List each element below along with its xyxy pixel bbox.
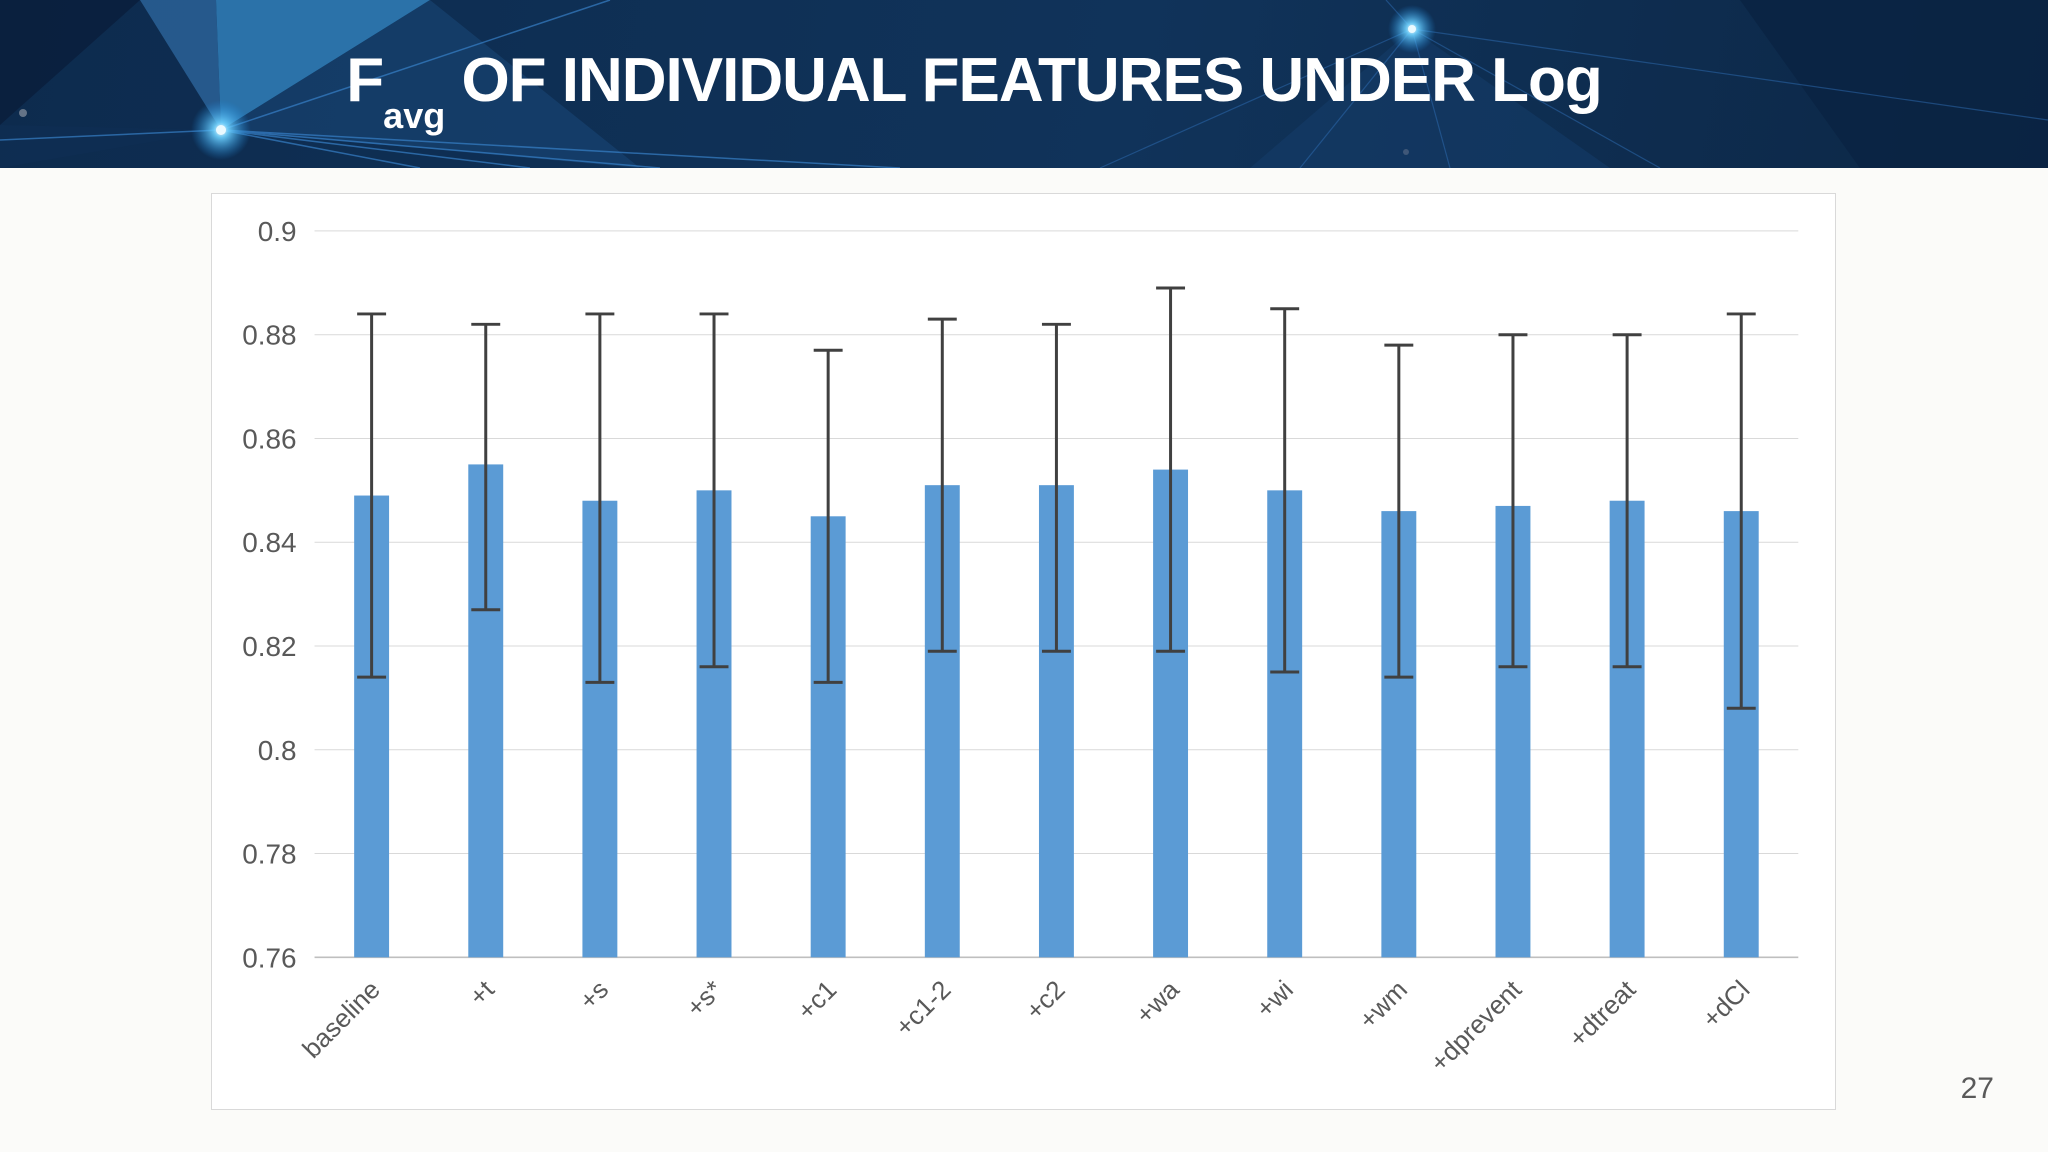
dot-decoration [19,109,27,117]
x-tick-label: +wi [1251,976,1299,1024]
y-tick-label: 0.82 [242,631,296,662]
y-tick-label: 0.78 [242,839,296,870]
slide-header: Favg OF INDIVIDUAL FEATURES UNDER Log [0,0,2048,168]
y-tick-label: 0.8 [258,735,297,766]
x-tick-label: baseline [298,976,386,1064]
x-tick-label: +wm [1354,976,1413,1035]
y-tick-label: 0.9 [258,216,297,247]
x-tick-label: +s [574,976,614,1016]
y-tick-label: 0.84 [242,527,296,558]
x-tick-label: +s* [681,976,728,1023]
y-tick-label: 0.76 [242,942,296,973]
x-tick-label: +t [464,975,500,1011]
x-tick-label: +dtreat [1564,975,1642,1053]
title-subscript: avg [383,95,446,137]
x-tick-label: +dCl [1697,976,1755,1034]
x-tick-label: +wa [1131,975,1185,1029]
x-tick-label: +c1 [792,976,842,1026]
slide-title: Favg OF INDIVIDUAL FEATURES UNDER Log [346,45,1602,136]
favg-bar-chart: 0.9 0.88 0.86 0.84 0.82 0.8 0.78 0.76 baseline +t… [211,193,1836,1110]
header-decoration-graphic [0,0,2048,168]
y-tick-label: 0.86 [242,423,296,454]
title-prefix: F [346,45,384,115]
y-tick-label: 0.88 [242,320,296,351]
dot-decoration [1403,149,1409,155]
page-number: 27 [1960,1072,1994,1105]
title-rest: OF INDIVIDUAL FEATURES UNDER Log [445,45,1602,115]
x-tick-label: +c1-2 [890,976,956,1042]
x-tick-label: +c2 [1021,976,1071,1026]
x-tick-label: +dprevent [1425,975,1527,1077]
